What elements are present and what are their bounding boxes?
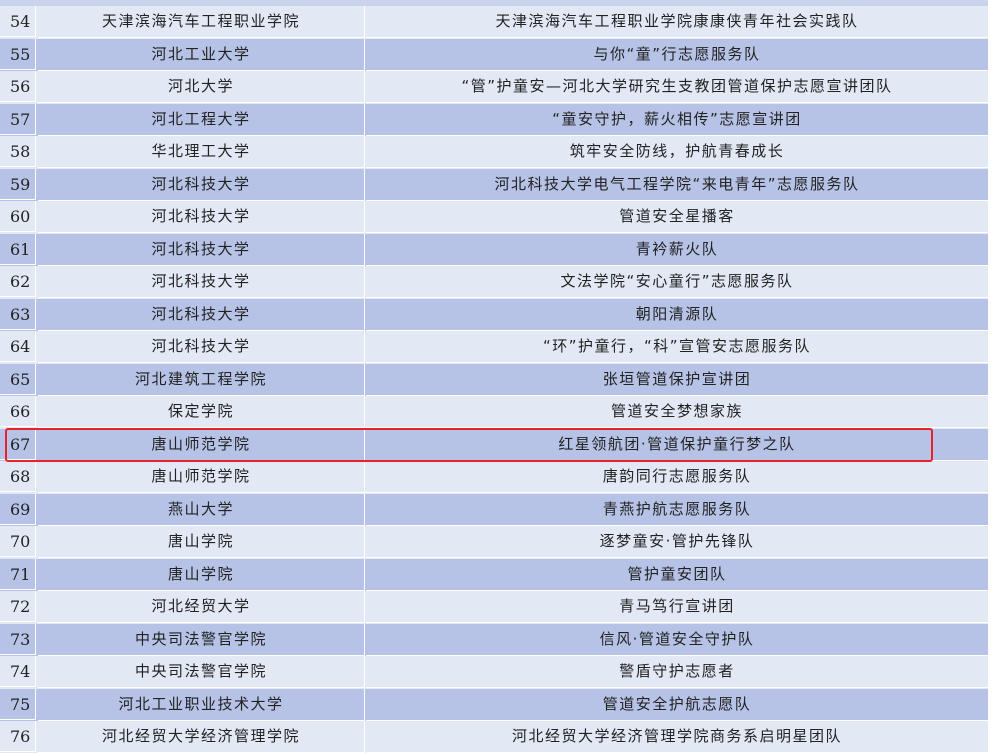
school: 唐山师范学院: [38, 461, 365, 493]
row-number: 72: [0, 591, 36, 622]
row-number: 61: [0, 233, 36, 265]
row-number: 73: [0, 623, 36, 655]
row-number: 67: [0, 428, 36, 460]
table-row: 60 河北科技大学 管道安全星播客: [0, 201, 988, 234]
school: 河北建筑工程学院: [38, 363, 365, 396]
table-row: 63 河北科技大学 朝阳清源队: [0, 298, 988, 331]
team: 管道安全梦想家族: [366, 396, 988, 428]
row-number: 75: [0, 688, 36, 720]
school: 中央司法警官学院: [38, 656, 365, 688]
team: “管”护童安—河北大学研究生支教团管道保护志愿宣讲团队: [366, 71, 988, 103]
table-row: 64 河北科技大学 “环”护童行，“科”宣管安志愿服务队: [0, 331, 988, 364]
table-row: 72 河北经贸大学 青马笃行宣讲团: [0, 591, 988, 624]
school: 河北科技大学: [38, 201, 365, 233]
school: 燕山大学: [38, 493, 365, 526]
table-row: 62 河北科技大学 文法学院“安心童行”志愿服务队: [0, 266, 988, 299]
team: 朝阳清源队: [366, 299, 988, 331]
row-number: 70: [0, 526, 36, 557]
school: 唐山学院: [38, 558, 365, 591]
team: 青燕护航志愿服务队: [366, 494, 988, 526]
school: 河北科技大学: [38, 266, 365, 298]
team: 河北经贸大学经济管理学院商务系启明星团队: [366, 721, 988, 753]
team: 警盾守护志愿者: [366, 656, 988, 688]
row-number: 65: [0, 363, 36, 395]
team: 信风·管道安全守护队: [366, 624, 988, 656]
row-number: 68: [0, 461, 36, 492]
table-row: 65 河北建筑工程学院 张垣管道保护宣讲团: [0, 363, 988, 396]
team: “童安守护，薪火相传”志愿宣讲团: [366, 104, 988, 136]
team: 青马笃行宣讲团: [366, 591, 988, 623]
school: 河北科技大学: [38, 168, 365, 201]
team: 管护童安团队: [366, 559, 988, 591]
team: 河北科技大学电气工程学院“来电青年”志愿服务队: [366, 169, 988, 201]
school: 中央司法警官学院: [38, 623, 365, 656]
school: 天津滨海汽车工程职业学院: [38, 6, 365, 38]
school: 唐山学院: [38, 526, 365, 558]
school: 河北工业职业技术大学: [38, 688, 365, 721]
table-row: 71 唐山学院 管护童安团队: [0, 558, 988, 591]
team: 天津滨海汽车工程职业学院康康侠青年社会实践队: [366, 6, 988, 38]
team: 文法学院“安心童行”志愿服务队: [366, 266, 988, 298]
school: 河北大学: [38, 71, 365, 103]
row-number: 66: [0, 396, 36, 427]
school: 保定学院: [38, 396, 365, 428]
team: 逐梦童安·管护先锋队: [366, 526, 988, 558]
table-row: 75 河北工业职业技术大学 管道安全护航志愿队: [0, 688, 988, 721]
table-row: 59 河北科技大学 河北科技大学电气工程学院“来电青年”志愿服务队: [0, 168, 988, 201]
table-row: 69 燕山大学 青燕护航志愿服务队: [0, 493, 988, 526]
row-number: 74: [0, 656, 36, 687]
team: 管道安全星播客: [366, 201, 988, 233]
table-row: 66 保定学院 管道安全梦想家族: [0, 396, 988, 429]
team: 管道安全护航志愿队: [366, 689, 988, 721]
row-number: 76: [0, 721, 36, 752]
row-number: 59: [0, 168, 36, 200]
team: 筑牢安全防线，护航青春成长: [366, 136, 988, 168]
row-number: 64: [0, 331, 36, 362]
row-number: 57: [0, 103, 36, 135]
row-number: 55: [0, 38, 36, 70]
table-row: 70 唐山学院 逐梦童安·管护先锋队: [0, 526, 988, 559]
table-row: 57 河北工程大学 “童安守护，薪火相传”志愿宣讲团: [0, 103, 988, 136]
school: 河北科技大学: [38, 233, 365, 266]
table-row: 68 唐山师范学院 唐韵同行志愿服务队: [0, 461, 988, 494]
row-number: 63: [0, 298, 36, 330]
table-row: 55 河北工业大学 与你“童”行志愿服务队: [0, 38, 988, 71]
table-row: 54 天津滨海汽车工程职业学院 天津滨海汽车工程职业学院康康侠青年社会实践队: [0, 6, 988, 39]
table-row: 58 华北理工大学 筑牢安全防线，护航青春成长: [0, 136, 988, 169]
row-number: 69: [0, 493, 36, 525]
team: 唐韵同行志愿服务队: [366, 461, 988, 493]
highlight-box: [5, 428, 933, 462]
school: 河北工业大学: [38, 38, 365, 71]
team: 与你“童”行志愿服务队: [366, 39, 988, 71]
table-row: 74 中央司法警官学院 警盾守护志愿者: [0, 656, 988, 689]
table-row: 76 河北经贸大学经济管理学院 河北经贸大学经济管理学院商务系启明星团队: [0, 721, 988, 753]
team: 张垣管道保护宣讲团: [366, 364, 988, 396]
row-number: 58: [0, 136, 36, 167]
table-row: 73 中央司法警官学院 信风·管道安全守护队: [0, 623, 988, 656]
school: 华北理工大学: [38, 136, 365, 168]
school: 河北经贸大学经济管理学院: [38, 721, 365, 753]
table-row: 56 河北大学 “管”护童安—河北大学研究生支教团管道保护志愿宣讲团队: [0, 71, 988, 104]
school: 河北工程大学: [38, 103, 365, 136]
row-number: 62: [0, 266, 36, 297]
school: 河北科技大学: [38, 298, 365, 331]
row-number: 60: [0, 201, 36, 232]
team: “环”护童行，“科”宣管安志愿服务队: [366, 331, 988, 363]
row-number: 54: [0, 6, 36, 37]
school: 河北科技大学: [38, 331, 365, 363]
table-row: 67 唐山师范学院 红星领航团·管道保护童行梦之队: [0, 428, 988, 461]
row-number: 56: [0, 71, 36, 102]
school: 河北经贸大学: [38, 591, 365, 623]
team: 青衿薪火队: [366, 234, 988, 266]
row-number: 71: [0, 558, 36, 590]
table-row: 61 河北科技大学 青衿薪火队: [0, 233, 988, 266]
